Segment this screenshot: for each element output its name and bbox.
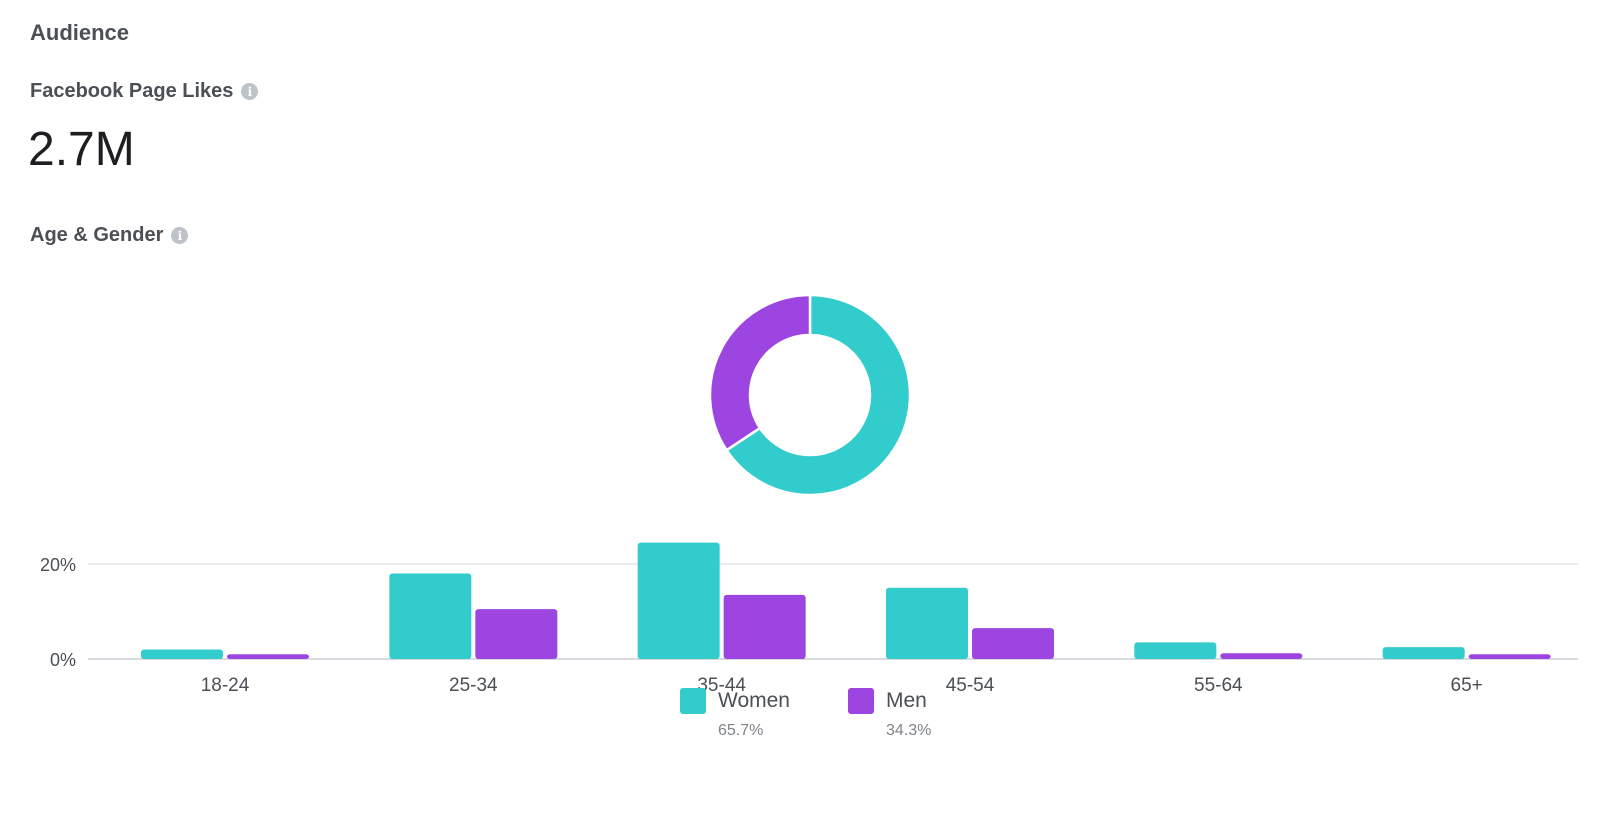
xtick-label: 25-34 [449, 675, 498, 696]
section-title: Audience [30, 20, 130, 45]
xtick-label: 18-24 [201, 675, 250, 696]
bar-women-65+ [1382, 647, 1465, 659]
men-swatch [848, 688, 874, 714]
ytick-label: 20% [40, 555, 76, 575]
age-gender-label-text: Age & Gender [30, 224, 164, 246]
legend-women-label: Women [718, 689, 790, 712]
likes-value: 2.7M [28, 123, 135, 176]
xtick-label: 65+ [1451, 675, 1483, 696]
info-icon[interactable]: i [241, 83, 259, 100]
legend-men-label: Men [886, 689, 927, 712]
donut-slice-men [708, 293, 812, 452]
likes-label-text: Facebook Page Likes [30, 80, 234, 102]
xtick-label: 45-54 [946, 675, 995, 696]
xtick-label: 55-64 [1194, 675, 1243, 696]
age-gender-label: Age & Gender i [30, 224, 189, 247]
bar-women-25-34 [389, 573, 472, 659]
bar-women-55-64 [1134, 642, 1217, 659]
legend-men-pct: 34.3% [886, 722, 932, 739]
legend-women-pct: 65.7% [718, 722, 764, 739]
info-icon[interactable]: i [171, 227, 189, 244]
bar-men-65+ [1468, 654, 1551, 659]
ytick-label: 0% [50, 650, 76, 670]
bar-men-45-54 [972, 628, 1054, 659]
donut-slice-women [724, 293, 912, 497]
legend-item-women[interactable]: Women 65.7% [680, 688, 790, 740]
bar-women-45-54 [886, 587, 968, 659]
bar-men-55-64 [1220, 653, 1303, 659]
bar-men-35-44 [723, 594, 806, 659]
likes-label: Facebook Page Likes i [30, 80, 259, 103]
bar-women-35-44 [637, 542, 720, 659]
xtick-label: 35-44 [697, 675, 746, 696]
bar-men-18-24 [227, 654, 309, 659]
legend-item-men[interactable]: Men 34.3% [848, 688, 931, 740]
bar-men-25-34 [475, 609, 558, 659]
bar-women-18-24 [141, 649, 223, 659]
women-swatch [680, 688, 706, 714]
